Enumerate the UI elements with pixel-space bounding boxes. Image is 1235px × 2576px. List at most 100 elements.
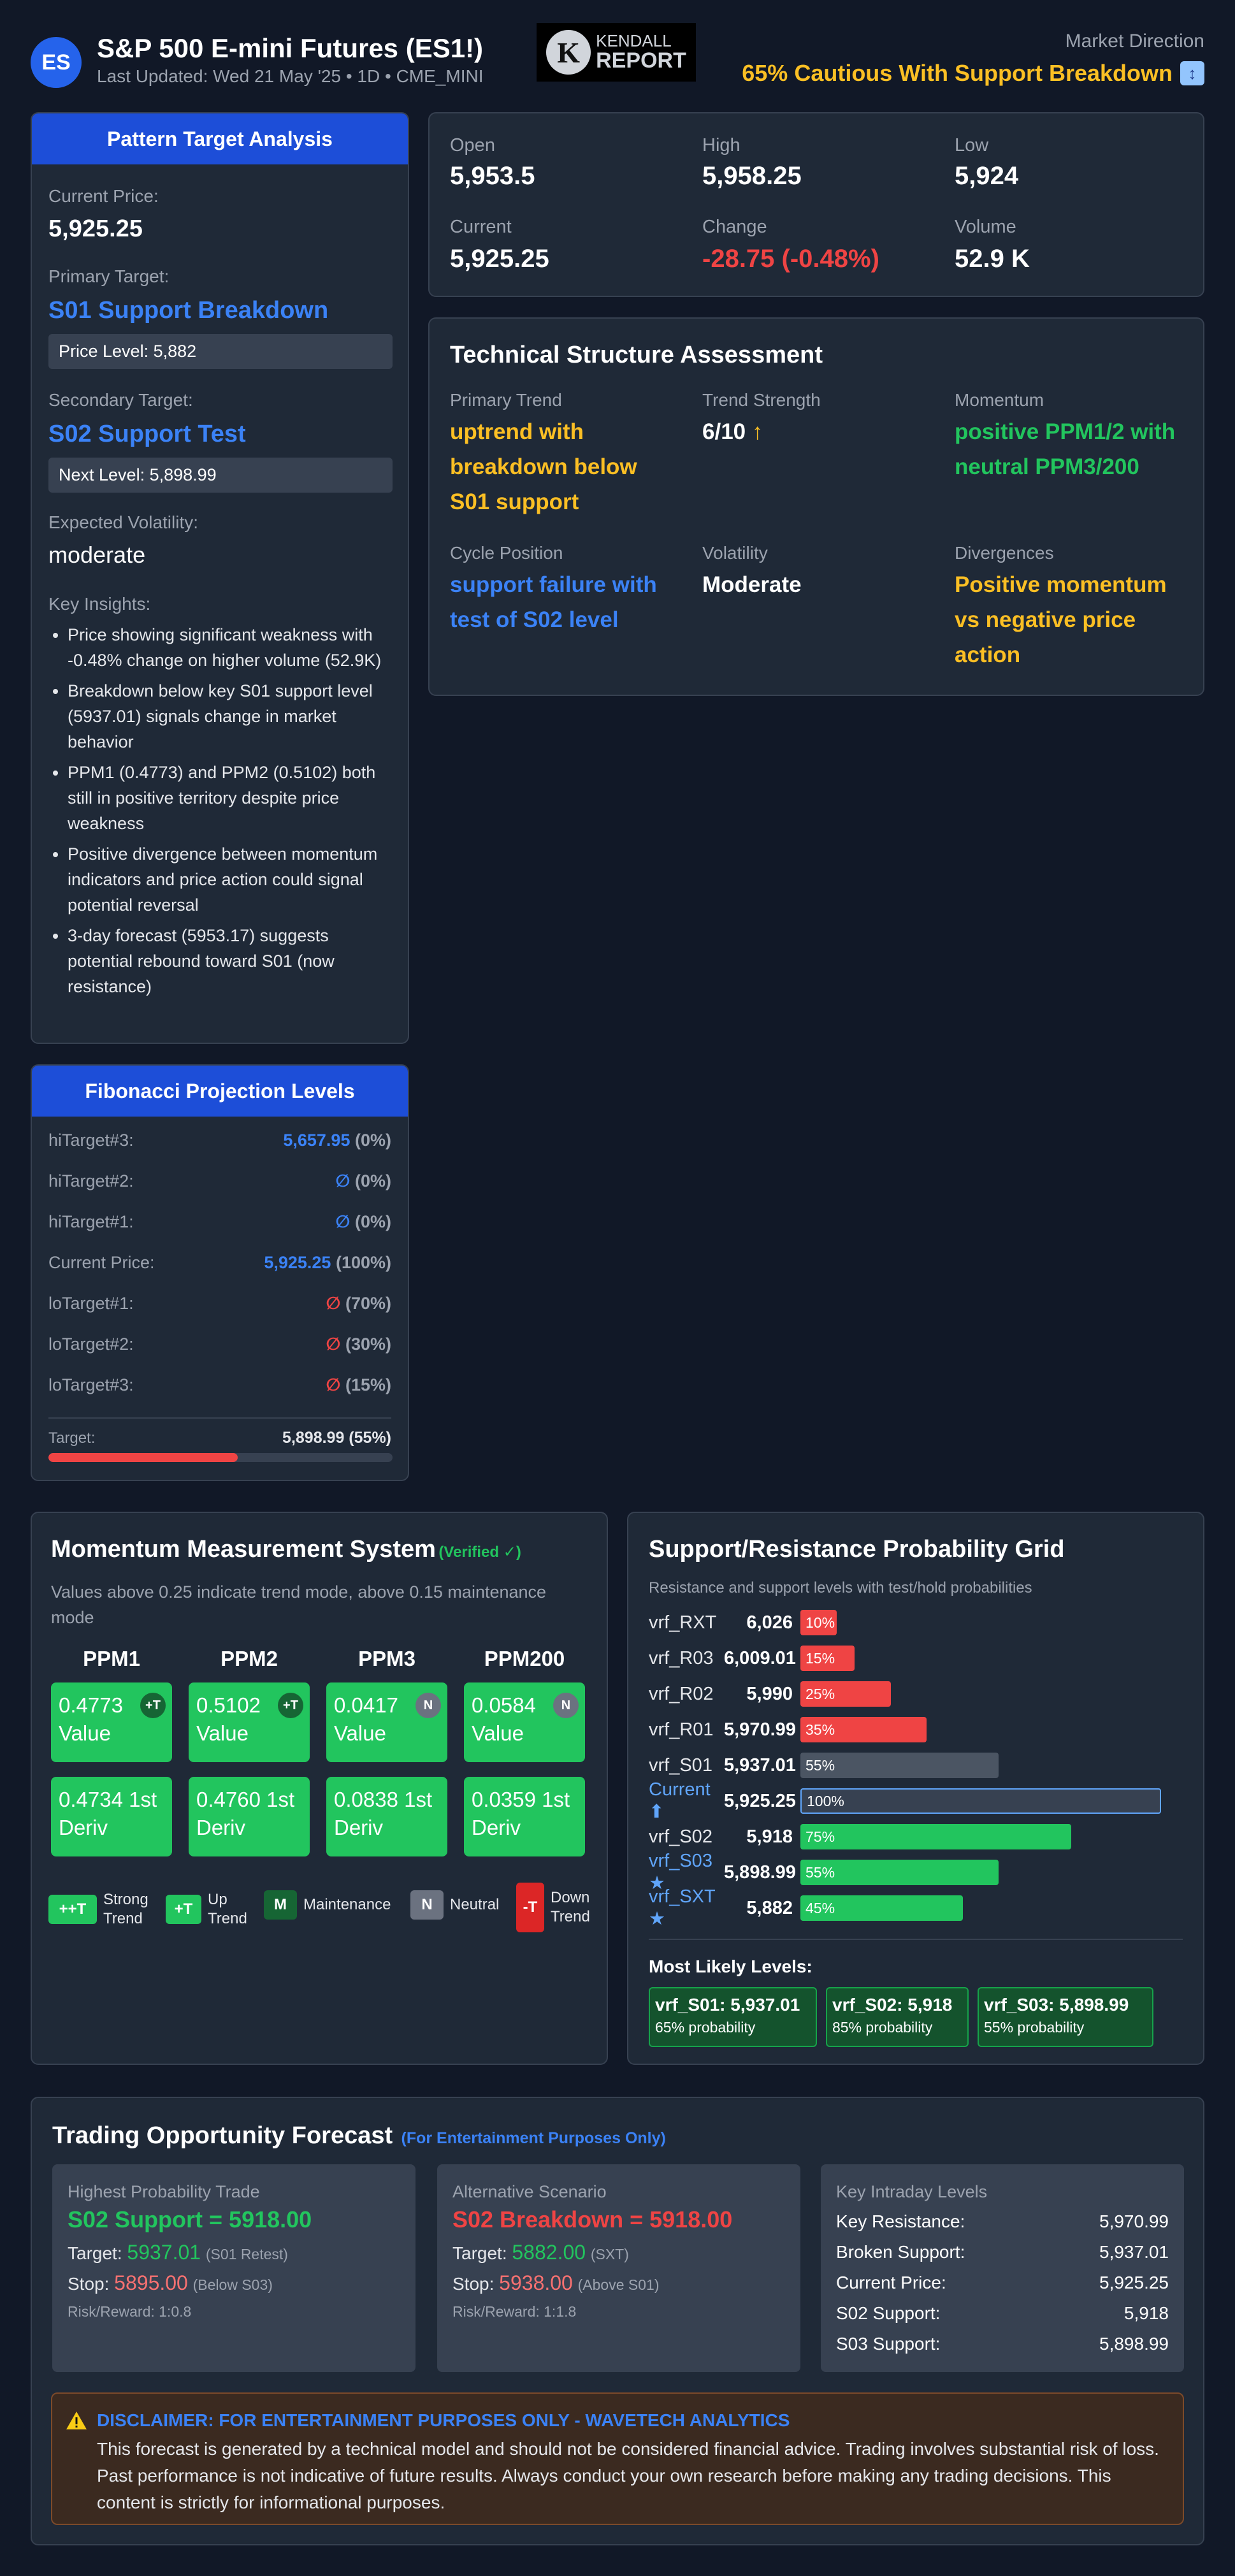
page-title: S&P 500 E-mini Futures (ES1!) xyxy=(97,33,484,63)
stop-note: (Below S03) xyxy=(192,2276,273,2293)
ppm2-deriv-box: 0.4760 1st Deriv xyxy=(189,1777,310,1856)
ppm2-value: 0.5102 Value xyxy=(196,1693,261,1745)
fib-pct: (0%) xyxy=(354,1131,391,1150)
key-level-row: S03 Support: 5,898.99 xyxy=(836,2334,1169,2354)
secondary-target-label: Secondary Target: xyxy=(48,390,193,410)
key-level-value: 5,918 xyxy=(1123,2303,1169,2323)
legend-label: Down Trend xyxy=(551,1889,590,1925)
divider xyxy=(48,1417,391,1419)
ppm200-header: PPM200 xyxy=(484,1647,565,1670)
legend-label: Strong Trend xyxy=(103,1891,148,1927)
alternative-headline: S02 Breakdown = 5918.00 xyxy=(452,2206,733,2232)
sr-probability-bar: 35% xyxy=(800,1717,927,1742)
tech-volatility-value: Moderate xyxy=(702,572,802,597)
current-price-label: Current Price: xyxy=(48,186,159,206)
legend-up-trend: +T Up Trend xyxy=(166,1890,252,1928)
brand-line1: KENDALL xyxy=(596,31,672,50)
sr-row: vrf_RXT 6,026 10% xyxy=(649,1610,837,1635)
current-value: 5,925.25 xyxy=(450,245,549,273)
momentum-card: Momentum Measurement System (Verified ✓)… xyxy=(31,1512,608,2065)
low-label: Low xyxy=(955,135,989,156)
momentum-value: positive PPM1/2 with neutral PPM3/200 xyxy=(955,419,1176,479)
tech-volatility-label: Volatility xyxy=(702,543,768,563)
fib-target-progress xyxy=(48,1453,393,1462)
highest-label: Highest Probability Trade xyxy=(68,2182,260,2201)
most-likely-label: Most Likely Levels: xyxy=(649,1957,812,1976)
legend-label: Up Trend xyxy=(208,1891,247,1927)
fib-label: hiTarget#1: xyxy=(48,1212,134,1231)
pattern-target-card: Pattern Target Analysis Current Price: 5… xyxy=(31,112,409,1044)
momentum-label: Momentum xyxy=(955,390,1044,410)
target-value: 5937.01 xyxy=(127,2241,201,2264)
sr-level-name: vrf_R01 xyxy=(649,1719,714,1740)
fib-target-row: Target: 5,898.99 (55%) xyxy=(48,1429,391,1447)
highest-probability-panel: Highest Probability Trade S02 Support = … xyxy=(52,2164,415,2372)
ppm1-header: PPM1 xyxy=(83,1647,140,1670)
ppm1-value-box: 0.4773 Value +T xyxy=(51,1682,172,1762)
disclaimer-body: This forecast is generated by a technica… xyxy=(97,2439,1159,2512)
sr-row: vrf_S03 ★ 5,898.99 55% xyxy=(649,1851,999,1893)
fib-label: loTarget#2: xyxy=(48,1335,134,1354)
sr-level-value: 5,970.99 xyxy=(724,1719,796,1740)
volume-label: Volume xyxy=(955,217,1016,237)
sr-row: vrf_R03 6,009.01 15% xyxy=(649,1646,855,1671)
fib-label: hiTarget#2: xyxy=(48,1171,134,1190)
current-label: Current xyxy=(450,217,512,237)
alternative-label: Alternative Scenario xyxy=(452,2182,607,2201)
cycle-position-label: Cycle Position xyxy=(450,543,563,563)
legend-label: Neutral xyxy=(450,1896,500,1913)
ppm200-value: 0.0584 Value xyxy=(472,1693,536,1745)
fib-row: hiTarget#2: ∅ (0%) xyxy=(48,1171,391,1191)
key-level-name: S02 Support: xyxy=(836,2303,941,2323)
target-label: Target: xyxy=(452,2243,507,2263)
fib-row: hiTarget#3: 5,657.95 (0%) xyxy=(48,1131,391,1150)
verified-badge: (Verified ✓) xyxy=(438,1544,521,1561)
entertainment-note: (For Entertainment Purposes Only) xyxy=(401,2129,666,2147)
fib-value: ∅ xyxy=(326,1294,341,1313)
primary-target-value: S01 Support Breakdown xyxy=(48,297,329,324)
ppm2-header: PPM2 xyxy=(220,1647,278,1670)
sr-grid-card: Support/Resistance Probability Grid Resi… xyxy=(627,1512,1204,2065)
fib-target-label: Target: xyxy=(48,1429,96,1447)
last-updated: Last Updated: Wed 21 May '25 • 1D • CME_… xyxy=(97,66,484,86)
sr-level-value: 6,026 xyxy=(746,1612,793,1633)
technical-structure-title: Technical Structure Assessment xyxy=(450,342,823,368)
sr-level-name: Current ⬆ xyxy=(649,1779,711,1822)
ppm3-deriv-box: 0.0838 1st Deriv xyxy=(326,1777,447,1856)
key-level-name: Broken Support: xyxy=(836,2242,965,2262)
volatility-label: Expected Volatility: xyxy=(48,512,199,532)
sr-level-value: 5,918 xyxy=(746,1826,793,1847)
sr-probability-bar: 10% xyxy=(800,1610,837,1635)
key-intraday-levels-panel: Key Intraday Levels Key Resistance: 5,970… xyxy=(821,2164,1184,2372)
legend-chip: ++T xyxy=(48,1895,97,1924)
sr-probability-bar: 25% xyxy=(800,1681,891,1707)
sr-probability-bar: 55% xyxy=(800,1753,999,1778)
warning-icon xyxy=(65,2410,88,2431)
sr-grid-subtitle: Resistance and support levels with test/… xyxy=(649,1579,1032,1596)
sr-row: vrf_R01 5,970.99 35% xyxy=(649,1717,927,1742)
momentum-title: Momentum Measurement System xyxy=(51,1536,436,1563)
fib-label: loTarget#3: xyxy=(48,1375,134,1394)
trend-badge: +T xyxy=(278,1693,303,1718)
ohlc-card: Open 5,953.5 High 5,958.25 Low 5,924 Cur… xyxy=(428,112,1204,297)
open-value: 5,953.5 xyxy=(450,162,535,190)
legend-down-trend: -T Down Trend xyxy=(516,1883,595,1932)
fib-row: Current Price: 5,925.25 (100%) xyxy=(48,1253,391,1273)
ml-level: vrf_S01: 5,937.01 xyxy=(655,1995,800,2015)
fib-value: ∅ xyxy=(326,1335,341,1354)
stop-note: (Above S01) xyxy=(577,2276,660,2293)
change-value: -28.75 (-0.48%) xyxy=(702,245,879,273)
fib-row: loTarget#1: ∅ (70%) xyxy=(48,1294,391,1313)
divider xyxy=(649,1939,1183,1940)
legend-neutral: N Neutral xyxy=(410,1890,499,1920)
legend-chip: -T xyxy=(516,1883,544,1932)
target-label: Target: xyxy=(68,2243,122,2263)
sr-probability-bar: 75% xyxy=(800,1824,1071,1849)
ml-level: vrf_S02: 5,918 xyxy=(832,1995,953,2015)
volatility-value: moderate xyxy=(48,542,146,568)
market-direction-label: Market Direction xyxy=(1065,31,1204,52)
alternative-scenario-panel: Alternative Scenario S02 Breakdown = 591… xyxy=(437,2164,800,2372)
high-label: High xyxy=(702,135,740,156)
legend-maintenance: M Maintenance xyxy=(264,1890,391,1920)
list-item: Price showing significant weakness with … xyxy=(68,622,386,673)
